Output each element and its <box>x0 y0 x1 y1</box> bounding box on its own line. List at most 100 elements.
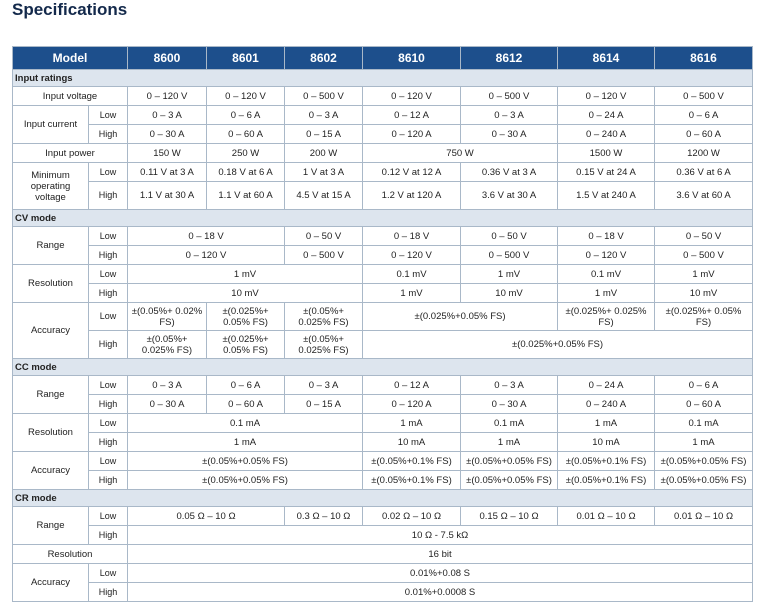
section-title: CV mode <box>11 209 754 227</box>
row: High ±(0.05%+ 0.025% FS) ±(0.025%+ 0.05% F… <box>13 330 754 359</box>
cell: 0 – 6 A <box>206 375 286 395</box>
row-label: Input current <box>12 105 89 144</box>
cell: 0.01%+0.0008 S <box>127 582 754 602</box>
cell: 1 mA <box>654 432 754 452</box>
cell: ±(0.025%+ 0.025% FS) <box>557 302 656 331</box>
cell: ±(0.05%+ 0.025% FS) <box>127 330 208 359</box>
sub-label: High <box>87 283 129 303</box>
cell: 0 – 120 V <box>127 86 208 106</box>
cell: 1 V at 3 A <box>284 162 364 182</box>
cell: 1 mA <box>362 413 462 433</box>
cell: 0.12 V at 12 A <box>362 162 462 182</box>
cell: 0 – 3 A <box>284 105 364 125</box>
cell: 1.2 V at 120 A <box>362 181 462 210</box>
row: Minimum operating voltage Low 0.11 V at 3 … <box>12 162 754 210</box>
row: Accuracy Low 0.01%+0.08 S <box>12 563 754 602</box>
row-label: Resolution <box>11 544 129 564</box>
cell: 1 mV <box>362 283 462 303</box>
cell: 0 – 6 A <box>206 105 286 125</box>
cell: 0 – 120 V <box>362 245 462 265</box>
row: High 10 mV 1 mV 10 mV 1 mV 10 mV <box>13 283 754 303</box>
cell: 0.3 Ω – 10 Ω <box>284 506 364 526</box>
cell: ±(0.025%+ 0.05% FS) <box>206 330 286 359</box>
cell: 0.36 V at 6 A <box>654 162 754 182</box>
cell: 3.6 V at 30 A <box>460 181 559 210</box>
cell: 0 – 30 A <box>127 394 208 414</box>
cell: 1.1 V at 30 A <box>127 181 208 210</box>
cell: 0 – 3 A <box>127 105 208 125</box>
cell: 0 – 18 V <box>557 226 656 246</box>
column-header: 8610 <box>362 46 462 70</box>
cell: 0 – 500 V <box>460 86 559 106</box>
row-label: Minimum operating voltage <box>12 162 89 210</box>
section-row: CV mode <box>11 209 754 227</box>
cell: ±(0.025%+ 0.05% FS) <box>206 302 286 331</box>
header-row: Model 8600 8601 8602 8610 8612 8614 8616 <box>11 46 754 70</box>
cell: 4.5 V at 15 A <box>284 181 364 210</box>
cell: 1 mA <box>127 432 364 452</box>
cell: 0 – 15 A <box>284 394 364 414</box>
cell: 0.18 V at 6 A <box>206 162 286 182</box>
cell: 1 mV <box>127 264 364 284</box>
cell: ±(0.05%+0.05% FS) <box>460 451 559 471</box>
sub-label: High <box>87 330 129 359</box>
cell: ±(0.05%+0.05% FS) <box>127 451 364 471</box>
cell: 0 – 120 A <box>362 394 462 414</box>
cell: 0 – 500 V <box>284 245 364 265</box>
sub-label: Low <box>87 413 129 433</box>
row: Resolution Low 0.1 mA 1 mA 0.1 mA 1 mA 0.1 mA <box>12 413 754 452</box>
cell: 1 mV <box>654 264 754 284</box>
sub-label: Low <box>87 375 129 395</box>
row: High ±(0.05%+0.05% FS) ±(0.05%+0.1% FS) ±(0… <box>13 470 754 490</box>
cell: 0 – 3 A <box>460 105 559 125</box>
cell: 200 W <box>284 143 364 163</box>
cell: 0 – 120 V <box>127 245 286 265</box>
sub-label: High <box>87 525 129 545</box>
cell: 0.05 Ω – 10 Ω <box>127 506 286 526</box>
cell: 0 – 24 A <box>557 375 656 395</box>
row: Accuracy Low ±(0.05%+0.05% FS) ±(0.05%+0.1%… <box>12 451 754 490</box>
cell: 0.1 mA <box>654 413 754 433</box>
cell: 1500 W <box>557 143 656 163</box>
cell: ±(0.05%+0.05% FS) <box>127 470 364 490</box>
row: High 10 Ω - 7.5 kΩ <box>13 525 754 545</box>
cell: ±(0.05%+0.05% FS) <box>654 470 754 490</box>
row: Accuracy Low ±(0.05%+ 0.02% FS) ±(0.025%+ 0… <box>12 302 754 359</box>
section-row: Input ratings <box>11 69 754 87</box>
cell: 0 – 15 A <box>284 124 364 144</box>
cell: 0 – 50 V <box>284 226 364 246</box>
cell: 0 – 120 V <box>557 245 656 265</box>
cell: ±(0.05%+ 0.025% FS) <box>284 302 364 331</box>
sub-label: Low <box>87 451 129 471</box>
sub-label: Low <box>87 264 129 284</box>
cell: ±(0.025%+ 0.05% FS) <box>654 302 754 331</box>
sub-label: High <box>87 124 129 144</box>
section-title: Input ratings <box>11 69 754 87</box>
column-header: 8600 <box>127 46 208 70</box>
cell: ±(0.05%+ 0.02% FS) <box>127 302 208 331</box>
cell: 0.1 mA <box>460 413 559 433</box>
cell: 10 Ω - 7.5 kΩ <box>127 525 754 545</box>
cell: 10 mV <box>654 283 754 303</box>
cell: 0.15 V at 24 A <box>557 162 656 182</box>
page-title: Specifications <box>12 0 128 19</box>
cell: 0.1 mV <box>362 264 462 284</box>
sub-label: High <box>87 432 129 452</box>
cell: 0 – 24 A <box>557 105 656 125</box>
cell: 0.36 V at 3 A <box>460 162 559 182</box>
cell: 16 bit <box>127 544 754 564</box>
cell: 0 – 30 A <box>460 394 559 414</box>
sub-label: Low <box>87 226 129 246</box>
cell: 10 mA <box>557 432 656 452</box>
row-label: Range <box>12 226 89 265</box>
cell: 0 – 18 V <box>362 226 462 246</box>
column-header: 8602 <box>284 46 364 70</box>
sub-label: High <box>87 470 129 490</box>
cell: ±(0.025%+0.05% FS) <box>362 302 559 331</box>
cell: 10 mA <box>362 432 462 452</box>
cell: 3.6 V at 60 A <box>654 181 754 210</box>
